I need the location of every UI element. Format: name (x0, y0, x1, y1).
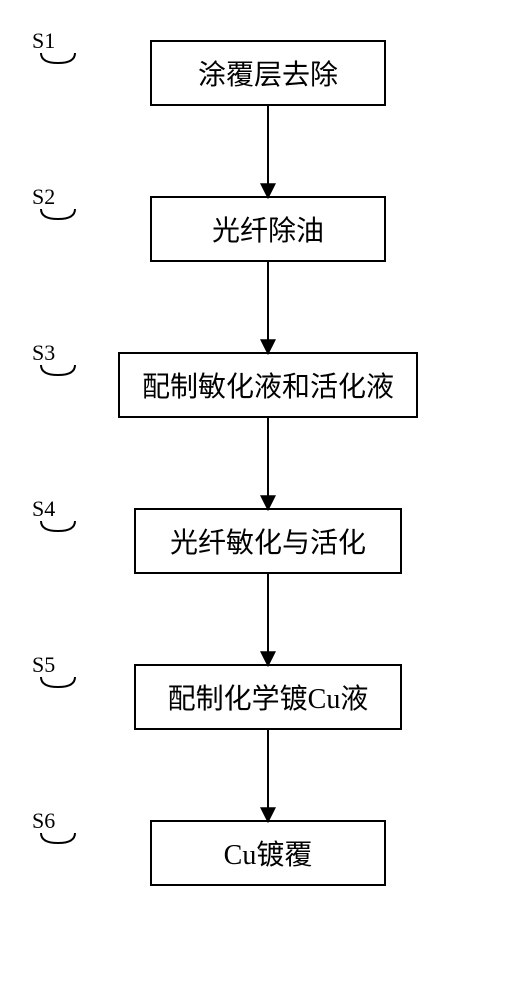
step-box-s5: 配制化学镀Cu液 (134, 664, 402, 730)
step-label-s3: S3 (32, 342, 55, 364)
step-box-s2: 光纤除油 (150, 196, 386, 262)
step-label-s5: S5 (32, 654, 55, 676)
bracket-s2 (40, 208, 76, 222)
step-label-s1: S1 (32, 30, 55, 52)
bracket-s6 (40, 832, 76, 846)
step-label-s4: S4 (32, 498, 55, 520)
step-box-s1: 涂覆层去除 (150, 40, 386, 106)
step-box-s4: 光纤敏化与活化 (134, 508, 402, 574)
bracket-s5 (40, 676, 76, 690)
bracket-s1 (40, 52, 76, 66)
step-label-s2: S2 (32, 186, 55, 208)
flowchart-canvas: S1 涂覆层去除 S2 光纤除油 S3 配制敏化液和活化液 S4 光纤敏化与活化… (0, 0, 526, 1000)
bracket-s4 (40, 520, 76, 534)
step-box-s6: Cu镀覆 (150, 820, 386, 886)
step-box-s3: 配制敏化液和活化液 (118, 352, 418, 418)
step-label-s6: S6 (32, 810, 55, 832)
bracket-s3 (40, 364, 76, 378)
